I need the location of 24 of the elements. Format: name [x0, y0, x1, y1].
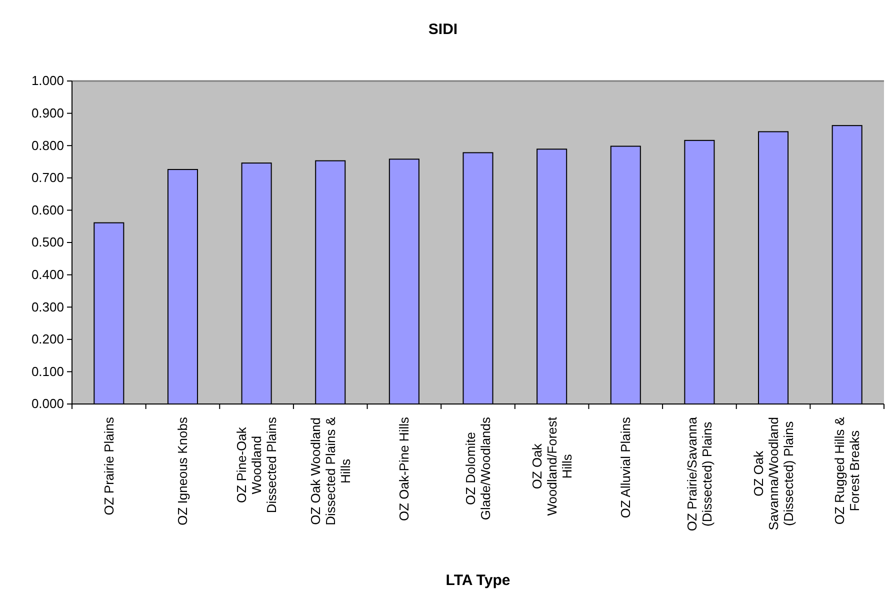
chart-title: SIDI — [428, 21, 458, 38]
x-tick-label: OZ Igneous Knobs — [175, 416, 190, 526]
y-tick-label: 0.500 — [31, 234, 64, 250]
x-tick-label: OZ Dolomite Glade/Woodlands — [463, 416, 493, 520]
x-tick-label: OZ Oak-Pine Hills — [396, 416, 412, 522]
x-tick-label: OZ Rugged Hills & Forest Breaks — [832, 416, 862, 525]
x-tick-label: OZ Prairie Plains — [101, 416, 116, 516]
x-tick-label: OZ Prairie/Savanna (Dissected) Plains — [684, 416, 714, 532]
y-tick-label: 0.600 — [31, 202, 64, 218]
x-tick-label: OZ Oak Woodland/Forest Hills — [529, 416, 574, 516]
y-tick-label: 0.700 — [31, 170, 64, 186]
y-tick-label: 0.800 — [31, 138, 64, 153]
y-tick-label: 0.300 — [31, 299, 64, 314]
x-tick-label: OZ Pine-Oak Woodland Dissected Plains — [234, 416, 280, 514]
x-tick-label: OZ Alluvial Plains — [618, 416, 634, 518]
y-tick-label: 0.000 — [31, 396, 64, 412]
x-tick-label: OZ Oak Woodland Dissected Plains & Hills — [308, 416, 353, 526]
x-axis-title: LTA Type — [446, 572, 510, 589]
y-tick-label: 0.400 — [31, 266, 64, 282]
y-tick-label: 0.100 — [31, 364, 64, 379]
y-tick-label: 0.900 — [31, 105, 64, 120]
y-tick-label: 1.000 — [31, 73, 64, 88]
x-tick-label: OZ Oak Savanna/Woodland (Dissected) Plains — [750, 417, 796, 530]
y-tick-label: 0.200 — [31, 332, 64, 347]
